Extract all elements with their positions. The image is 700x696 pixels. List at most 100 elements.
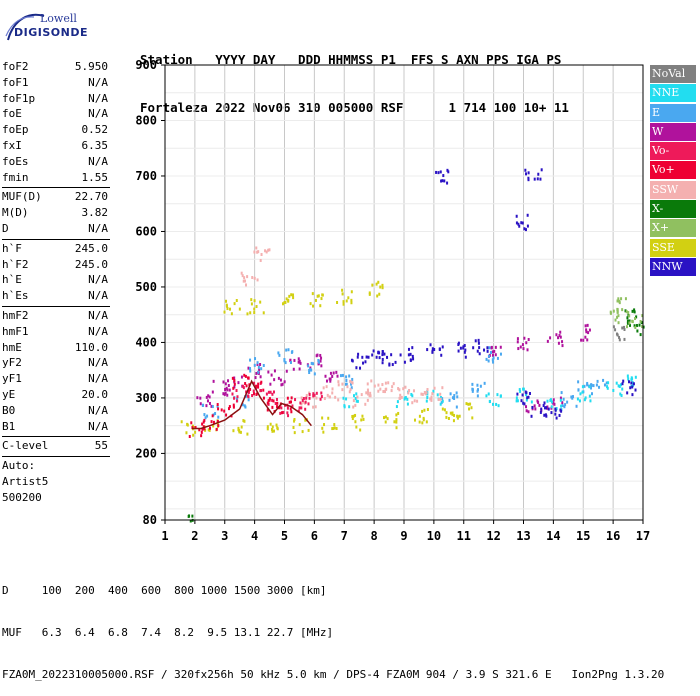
scatter-point-nne xyxy=(578,399,581,403)
scatter-point-w xyxy=(227,384,230,388)
scatter-point-w xyxy=(256,362,259,366)
scatter-point-e xyxy=(564,403,567,407)
scatter-point-sse xyxy=(288,294,291,298)
legend-item-sse: SSE xyxy=(650,238,696,257)
scatter-point-ssw xyxy=(337,383,340,387)
scatter-point-e xyxy=(249,358,252,362)
scatter-point-vo- xyxy=(211,414,214,418)
scatter-point-nnw xyxy=(486,349,489,353)
scatter-point-noval xyxy=(621,326,624,330)
param-row-fxi: fxI 6.35 xyxy=(2,138,110,154)
scatter-point-e xyxy=(201,403,204,407)
scatter-point-nnw xyxy=(472,346,475,350)
scatter-point-x- xyxy=(616,310,619,314)
scatter-point-sse xyxy=(423,408,426,412)
scatter-point-x- xyxy=(625,310,628,314)
polarization-legend: NoVal NNE E W Vo- Vo+ SSW X- X+ SSE NNW xyxy=(650,65,696,277)
scatter-point-ssw xyxy=(337,398,340,402)
scatter-point-vo- xyxy=(201,422,204,426)
scatter-point-sse xyxy=(354,420,357,424)
param-row-fof2: foF2 5.950 xyxy=(2,59,110,75)
scatter-point-nne xyxy=(441,399,444,403)
scatter-point-e xyxy=(453,396,456,400)
scatter-point-ssw xyxy=(259,258,262,262)
scatter-point-nnw xyxy=(411,346,414,350)
scatter-point-x- xyxy=(191,514,194,518)
scatter-point-nne xyxy=(425,399,428,403)
scatter-point-w xyxy=(586,338,589,342)
scatter-point-w xyxy=(259,375,262,379)
scatter-point-sse xyxy=(342,300,345,304)
y-tick-label: 80 xyxy=(143,513,157,527)
scatter-point-e xyxy=(317,360,320,364)
scatter-point-sse xyxy=(185,431,188,435)
scatter-point-w xyxy=(298,367,301,371)
scatter-point-w xyxy=(336,374,339,378)
scatter-point-ssw xyxy=(430,395,433,399)
scatter-point-vo- xyxy=(308,392,311,396)
scatter-point-sse xyxy=(321,293,324,297)
scatter-point-w xyxy=(281,382,284,386)
scatter-point-e xyxy=(476,383,479,387)
scatter-point-ssw xyxy=(346,385,349,389)
scatter-point-w xyxy=(552,398,555,402)
scatter-point-vo- xyxy=(217,424,220,428)
scatter-point-w xyxy=(555,333,558,337)
scatter-point-vo- xyxy=(259,389,262,393)
scatter-point-x- xyxy=(642,325,645,329)
scatter-point-ssw xyxy=(416,399,419,403)
scatter-point-nne xyxy=(492,402,495,406)
scatter-point-e xyxy=(351,377,354,381)
scatter-point-w xyxy=(521,343,524,347)
scatter-point-nnw xyxy=(442,174,445,178)
scatter-point-e xyxy=(262,363,265,367)
scatter-point-sse xyxy=(309,302,312,306)
scatter-point-vo- xyxy=(232,403,235,407)
scatter-point-ssw xyxy=(300,402,303,406)
scatter-point-w xyxy=(199,402,202,406)
scatter-point-nne xyxy=(581,385,584,389)
scatter-point-sse xyxy=(229,307,232,311)
scatter-point-e xyxy=(577,380,580,384)
param-value: 3.82 xyxy=(81,206,109,220)
scatter-point-e xyxy=(595,383,598,387)
station-header: Station YYYY DAY DDD HHMMSS P1 FFS S AXN… xyxy=(140,20,569,132)
scatter-point-e xyxy=(345,382,348,386)
scatter-point-nnw xyxy=(536,177,539,181)
scatter-point-nne xyxy=(352,394,355,398)
footer-file-line: FZA0M_2022310005000.RSF / 320fx256h 50 k… xyxy=(2,668,665,681)
scatter-point-ssw xyxy=(260,252,263,256)
scatter-point-nnw xyxy=(558,413,561,417)
scatter-point-w xyxy=(289,358,292,362)
scatter-point-w xyxy=(240,375,243,379)
scatter-point-nne xyxy=(606,385,609,389)
scatter-point-w xyxy=(226,388,229,392)
param-label: M(D) xyxy=(2,206,29,220)
scatter-point-nnw xyxy=(477,338,480,342)
scatter-point-vo- xyxy=(301,398,304,402)
scatter-point-e xyxy=(284,361,287,365)
scatter-point-sse xyxy=(276,427,279,431)
scatter-point-x- xyxy=(625,325,628,329)
scatter-point-sse xyxy=(275,423,278,427)
scatter-point-w xyxy=(205,404,208,408)
scatter-point-noval xyxy=(614,328,617,332)
scatter-point-vo- xyxy=(249,387,252,391)
scatter-point-ssw xyxy=(439,397,442,401)
scatter-point-e xyxy=(440,401,443,405)
scatter-point-w xyxy=(587,331,590,335)
scatter-point-nnw xyxy=(526,224,529,228)
scatter-point-nne xyxy=(356,399,359,403)
y-tick-label: 800 xyxy=(135,113,157,127)
scatter-point-nnw xyxy=(447,170,450,174)
scatter-point-w xyxy=(517,347,520,351)
autoscaling-line: Artist5 xyxy=(2,474,49,488)
scatter-point-ssw xyxy=(399,396,402,400)
scatter-point-vo- xyxy=(276,405,279,409)
scatter-point-ssw xyxy=(382,390,385,394)
scatter-point-sse xyxy=(350,301,353,305)
scatter-point-w xyxy=(559,396,562,400)
scatter-point-vo- xyxy=(272,399,275,403)
scatter-point-vo- xyxy=(308,396,311,400)
scatter-point-w xyxy=(205,395,208,399)
